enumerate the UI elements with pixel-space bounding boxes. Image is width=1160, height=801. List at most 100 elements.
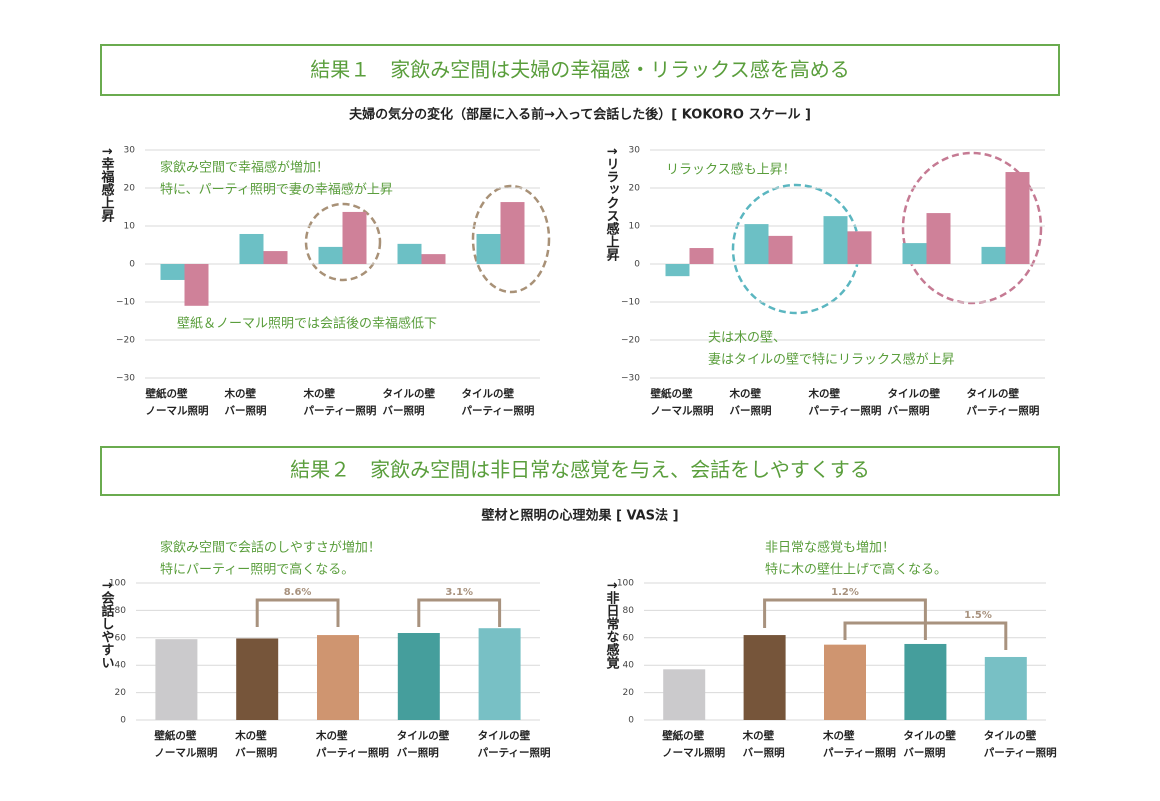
x-tick-label: 壁紙の壁 bbox=[146, 387, 188, 400]
bar bbox=[397, 633, 440, 720]
x-tick-label: タイルの壁 bbox=[383, 387, 436, 400]
bracket bbox=[417, 598, 502, 627]
section-title: 結果２ 家飲み空間は非日常な感覚を与え、会話をしやすくする bbox=[290, 458, 870, 482]
section-box bbox=[100, 44, 1060, 96]
x-tick-label: 木の壁 bbox=[224, 387, 257, 400]
x-tick-label: タイルの壁 bbox=[903, 729, 956, 742]
y-tick-label: 30 bbox=[124, 146, 136, 156]
bracket-label: 8.6% bbox=[284, 587, 312, 598]
bar bbox=[1005, 172, 1030, 264]
y-tick-label: 30 bbox=[629, 146, 641, 156]
y-tick-label: −20 bbox=[116, 336, 135, 346]
bar bbox=[239, 233, 264, 264]
x-tick-label: パーティー照明 bbox=[304, 405, 377, 417]
bar bbox=[847, 231, 872, 264]
x-tick-label: ノーマル照明 bbox=[651, 405, 714, 417]
bar bbox=[476, 233, 501, 264]
bar bbox=[904, 643, 947, 720]
bar bbox=[155, 639, 198, 720]
bracket-label: 3.1% bbox=[445, 587, 473, 598]
annotation: 非日常な感覚も増加！ bbox=[765, 540, 895, 556]
x-tick-label: パーティー照明 bbox=[478, 747, 551, 759]
bar bbox=[823, 216, 848, 264]
x-tick-label: パーティー照明 bbox=[823, 747, 896, 759]
bar bbox=[768, 235, 793, 264]
highlight bbox=[304, 202, 382, 282]
annotation: 夫は木の壁、 bbox=[708, 331, 786, 346]
x-tick-label: 木の壁 bbox=[315, 729, 348, 742]
x-tick-label: ノーマル照明 bbox=[154, 747, 217, 759]
annotation: 特に、パーティ照明で妻の幸福感が上昇 bbox=[160, 182, 393, 198]
y-axis-label: ↑非日常な感覚 bbox=[604, 580, 621, 670]
x-tick-label: パーティー照明 bbox=[809, 405, 882, 417]
x-tick-label: バー照明 bbox=[888, 405, 930, 417]
bar bbox=[317, 635, 359, 720]
annotation: 家飲み空間で幸福感が増加！ bbox=[160, 160, 329, 176]
y-tick-label: 100 bbox=[617, 579, 634, 589]
annotation: 妻はタイルの壁で特にリラックス感が上昇 bbox=[708, 352, 955, 368]
y-tick-label: 20 bbox=[115, 688, 127, 698]
y-axis-label: ↑会話しやすい bbox=[99, 580, 115, 669]
bar bbox=[318, 246, 343, 264]
x-tick-label: バー照明 bbox=[225, 405, 267, 417]
x-tick-label: バー照明 bbox=[397, 747, 439, 759]
x-tick-label: 木の壁 bbox=[822, 729, 855, 742]
bar bbox=[689, 248, 714, 264]
x-tick-label: バー照明 bbox=[383, 405, 425, 417]
y-tick-label: 40 bbox=[623, 661, 635, 671]
section-subtitle: 壁材と照明の心理効果 [ VAS法 ] bbox=[481, 508, 678, 524]
x-tick-label: 壁紙の壁 bbox=[651, 387, 693, 400]
bar bbox=[184, 264, 209, 306]
x-tick-label: 壁紙の壁 bbox=[662, 729, 704, 742]
x-tick-label: ノーマル照明 bbox=[146, 405, 209, 417]
bar bbox=[397, 243, 422, 264]
section-title: 結果１ 家飲み空間は夫婦の幸福感・リラックス感を高める bbox=[310, 58, 849, 82]
annotation: リラックス感も上昇！ bbox=[666, 162, 796, 178]
bar bbox=[902, 243, 927, 264]
x-tick-label: タイルの壁 bbox=[478, 729, 531, 742]
y-tick-label: 40 bbox=[115, 661, 127, 671]
x-tick-label: バー照明 bbox=[730, 405, 772, 417]
y-tick-label: 0 bbox=[628, 716, 634, 726]
y-axis-label: ↑リラックス感上昇 bbox=[604, 146, 620, 262]
x-tick-label: タイルの壁 bbox=[888, 387, 941, 400]
bar bbox=[421, 254, 446, 264]
bar bbox=[500, 202, 525, 264]
annotation: 家飲み空間で会話のしやすさが増加！ bbox=[160, 540, 381, 556]
y-tick-label: 20 bbox=[629, 184, 641, 194]
y-tick-label: 0 bbox=[129, 260, 135, 270]
x-tick-label: 木の壁 bbox=[303, 387, 336, 400]
bar bbox=[160, 264, 185, 280]
bracket-label: 1.2% bbox=[831, 587, 859, 598]
y-tick-label: 80 bbox=[115, 606, 127, 616]
y-tick-label: 80 bbox=[623, 606, 635, 616]
x-tick-label: パーティー照明 bbox=[984, 747, 1057, 759]
y-tick-label: −30 bbox=[116, 374, 135, 384]
y-tick-label: 100 bbox=[109, 579, 126, 589]
bar bbox=[824, 644, 866, 720]
x-tick-label: パーティー照明 bbox=[967, 405, 1040, 417]
y-tick-label: 10 bbox=[124, 222, 136, 232]
x-tick-label: タイルの壁 bbox=[462, 387, 515, 400]
x-tick-label: 木の壁 bbox=[808, 387, 841, 400]
x-tick-label: バー照明 bbox=[235, 747, 277, 759]
annotation: 特に木の壁仕上げで高くなる。 bbox=[765, 562, 947, 578]
y-tick-label: 10 bbox=[629, 222, 641, 232]
y-tick-label: 60 bbox=[115, 633, 127, 643]
x-tick-label: 木の壁 bbox=[234, 729, 267, 742]
bar bbox=[663, 669, 706, 720]
y-tick-label: 0 bbox=[634, 260, 640, 270]
x-tick-label: 木の壁 bbox=[742, 729, 775, 742]
y-tick-label: −30 bbox=[621, 374, 640, 384]
bar bbox=[342, 211, 367, 264]
x-tick-label: 木の壁 bbox=[729, 387, 762, 400]
x-tick-label: タイルの壁 bbox=[397, 729, 450, 742]
annotation: 特にパーティー照明で高くなる。 bbox=[160, 562, 354, 578]
highlight bbox=[471, 184, 551, 294]
annotation: 壁紙＆ノーマル照明では会話後の幸福感低下 bbox=[177, 316, 437, 332]
y-tick-label: −10 bbox=[116, 298, 135, 308]
x-tick-label: タイルの壁 bbox=[967, 387, 1020, 400]
bracket-label: 1.5% bbox=[964, 610, 992, 621]
bracket bbox=[255, 598, 340, 627]
